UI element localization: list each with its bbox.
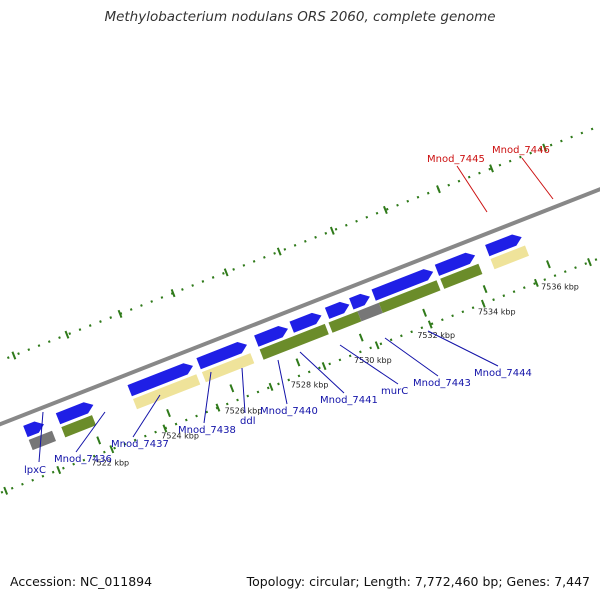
- inner-major-tick: [374, 341, 380, 350]
- kbp-tick-label: 7530 kbp: [354, 356, 392, 365]
- label-leader-line: [241, 367, 246, 414]
- forward-gene-arrow: [55, 402, 94, 425]
- outer-major-tick: [276, 247, 282, 256]
- kbp-tick-label: 7524 kbp: [161, 431, 199, 440]
- feature-block: [440, 263, 483, 289]
- outer-major-tick: [436, 185, 441, 194]
- gene-label: Mnod_7440: [260, 406, 318, 417]
- label-leader-line: [521, 157, 554, 200]
- outer-major-tick: [223, 268, 229, 277]
- inner-major-tick: [56, 465, 62, 475]
- forward-gene-arrow: [485, 234, 522, 257]
- outer-dotted-track: [0, 124, 600, 363]
- forward-gene-arrow: [127, 363, 193, 397]
- outer-major-tick: [170, 289, 176, 298]
- accession-label: Accession: NC_011894: [10, 574, 153, 589]
- label-leader-line: [384, 337, 439, 377]
- label-leader-line: [456, 165, 488, 213]
- inner-major-tick: [268, 382, 274, 391]
- label-leader-line: [132, 394, 161, 438]
- kbp-tick-mark: [358, 333, 364, 342]
- inner-major-tick: [215, 403, 221, 412]
- kbp-tick-label: 7528 kbp: [291, 381, 329, 390]
- kbp-tick-mark: [166, 408, 171, 418]
- inner-major-tick: [587, 258, 592, 267]
- gene-label: lpxC: [24, 465, 46, 476]
- gene-label: Mnod_7446: [492, 145, 550, 156]
- kbp-tick-mark: [546, 260, 551, 269]
- kbp-tick-label: 7522 kbp: [91, 459, 129, 468]
- forward-gene-arrow: [371, 269, 434, 301]
- kbp-tick-mark: [295, 358, 301, 367]
- outer-major-tick: [117, 309, 123, 318]
- outer-major-tick: [11, 351, 17, 360]
- kbp-tick-mark: [422, 308, 427, 317]
- gene-label: Mnod_7444: [474, 368, 532, 379]
- gene-label: Mnod_7445: [427, 154, 485, 165]
- forward-gene-arrow: [349, 293, 370, 310]
- feature-block: [133, 374, 201, 410]
- inner-major-tick: [3, 486, 9, 495]
- forward-gene-arrow: [254, 326, 288, 347]
- label-leader-line: [38, 411, 44, 463]
- genome-summary: Topology: circular; Length: 7,772,460 bp…: [246, 574, 590, 589]
- forward-gene-arrow: [196, 342, 247, 370]
- kbp-tick-label: 7536 kbp: [541, 283, 579, 292]
- label-leader-line: [339, 344, 399, 385]
- label-leader-line: [203, 371, 212, 424]
- feature-block: [201, 353, 255, 383]
- inner-major-tick: [427, 320, 433, 329]
- inner-major-tick: [162, 424, 168, 433]
- inner-major-tick: [480, 299, 486, 308]
- gene-label: Mnod_7441: [320, 395, 378, 406]
- forward-gene-arrow: [324, 301, 350, 319]
- feature-block: [378, 280, 441, 313]
- label-leader-line: [299, 351, 345, 394]
- label-leader-line: [277, 359, 288, 405]
- forward-gene-arrow: [23, 421, 44, 438]
- gene-label: Mnod_7437: [111, 439, 169, 450]
- outer-major-tick: [489, 164, 494, 173]
- backbone-line: [0, 187, 600, 427]
- kbp-tick-label: 7526 kbp: [225, 407, 263, 416]
- map-title: Methylobacterium nodulans ORS 2060, comp…: [104, 9, 496, 25]
- kbp-tick-label: 7534 kbp: [478, 307, 516, 316]
- inner-major-tick: [321, 361, 327, 371]
- gene-label: Mnod_7443: [413, 378, 471, 389]
- forward-gene-arrow: [434, 252, 476, 276]
- feature-block: [259, 323, 329, 360]
- feature-block: [28, 430, 56, 451]
- outer-major-tick: [542, 143, 548, 152]
- label-leader-line: [75, 411, 106, 453]
- gene-label: ddl: [240, 416, 255, 427]
- forward-gene-arrow: [289, 312, 322, 333]
- outer-major-tick: [329, 226, 335, 235]
- gene-label: Mnod_7436: [54, 454, 112, 465]
- kbp-tick-mark: [482, 284, 488, 294]
- feature-block: [490, 245, 529, 270]
- kbp-tick-mark: [229, 384, 235, 393]
- label-leader-line: [427, 330, 499, 367]
- kbp-tick-mark: [96, 436, 102, 445]
- feature-block: [328, 311, 362, 333]
- gene-label: Mnod_7438: [178, 425, 236, 436]
- outer-major-tick: [64, 330, 70, 339]
- inner-dotted-track: [0, 256, 600, 495]
- gene-label: murC: [381, 386, 408, 397]
- feature-block: [357, 302, 383, 322]
- outer-major-tick: [383, 205, 388, 215]
- inner-major-tick: [534, 278, 539, 288]
- inner-major-tick: [109, 445, 115, 454]
- feature-block: [61, 415, 96, 438]
